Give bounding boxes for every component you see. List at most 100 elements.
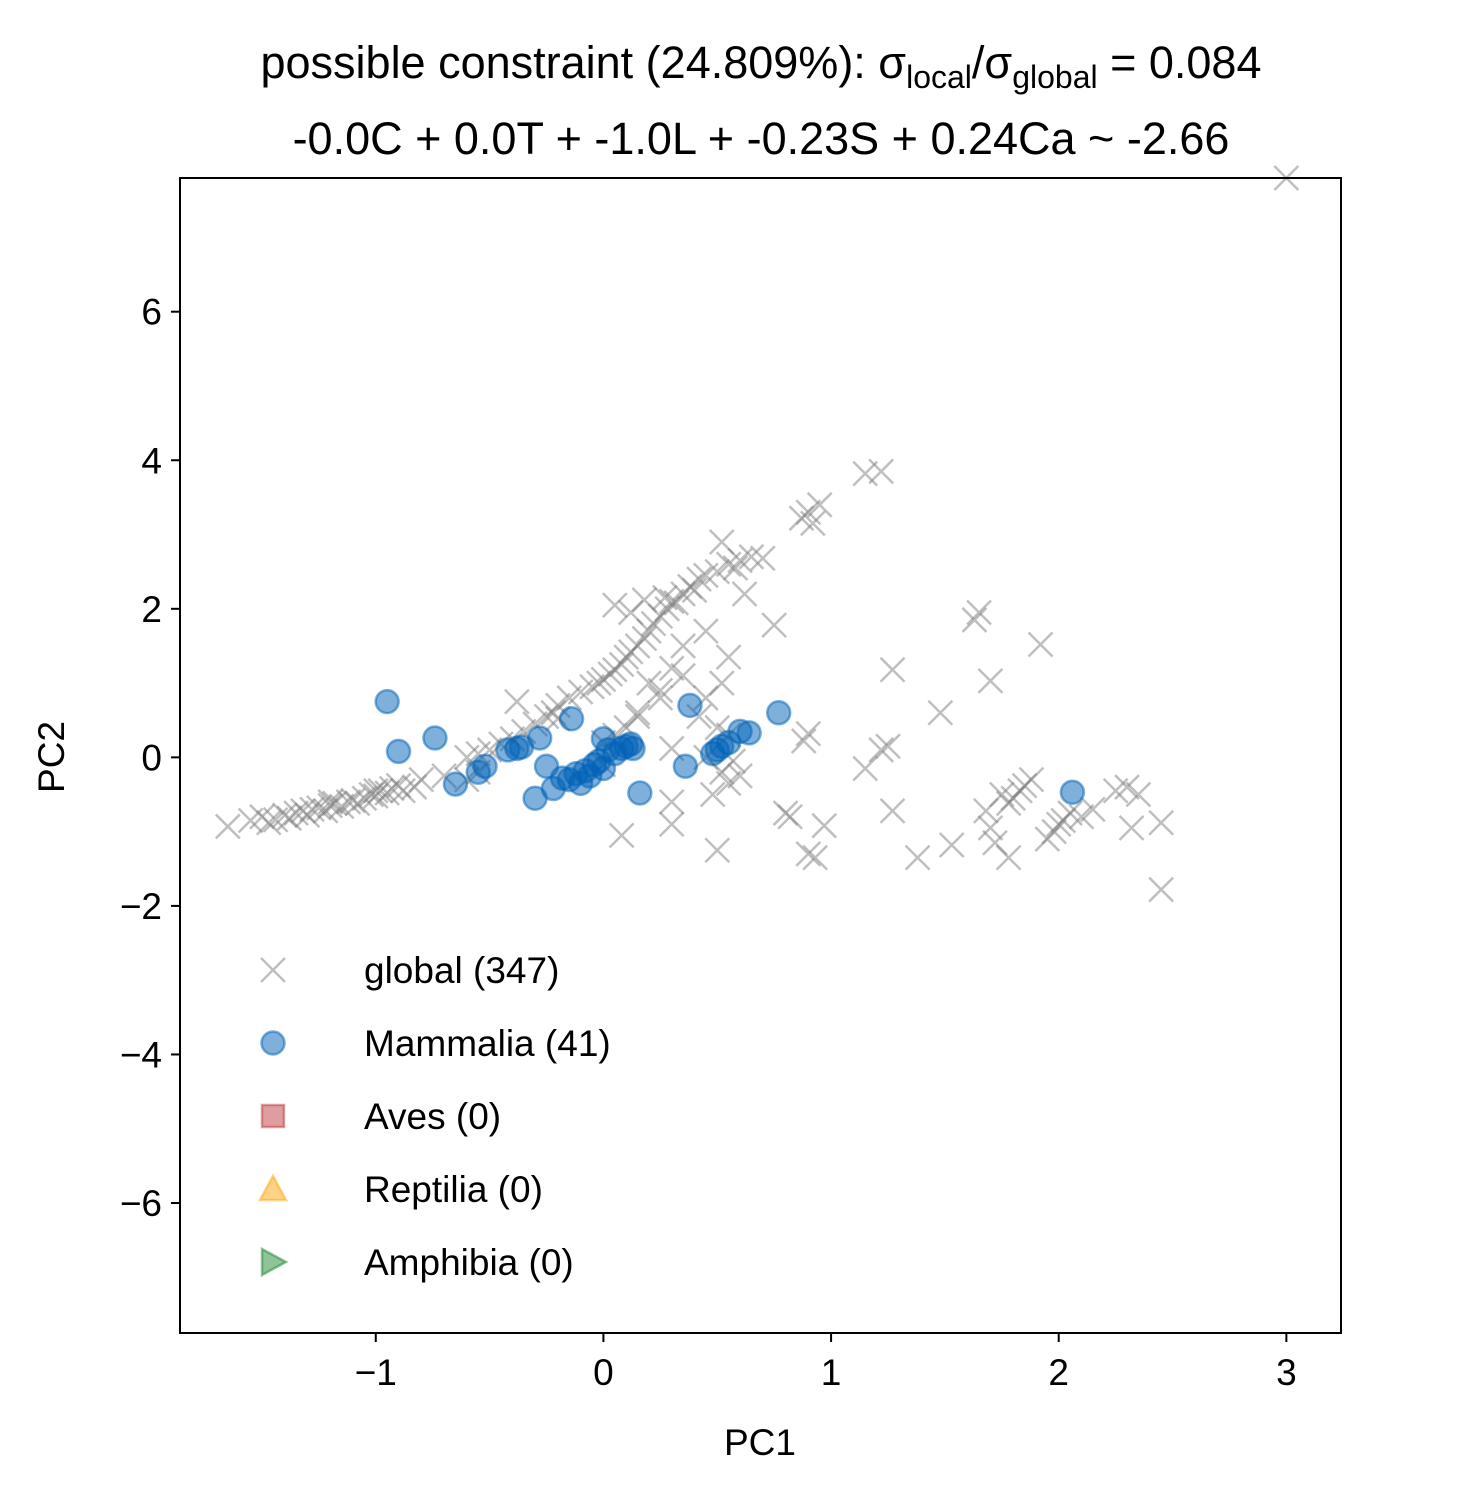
global-point xyxy=(351,785,378,812)
global-point xyxy=(601,592,628,618)
global-point xyxy=(408,766,435,793)
global-point xyxy=(799,510,826,537)
chart-title-line2: -0.0C + 0.0T + -1.0L + -0.23S + 0.24Ca ~… xyxy=(293,113,1230,164)
global-point xyxy=(1079,796,1106,823)
global-point xyxy=(868,737,895,763)
global-point xyxy=(670,633,696,659)
mammalia-point xyxy=(472,753,498,780)
mammalia-point xyxy=(765,700,792,726)
global-point xyxy=(806,491,833,518)
legend-reptilia-marker xyxy=(257,1173,289,1202)
mammalia-point xyxy=(620,735,646,762)
global-point xyxy=(1114,774,1140,800)
global-point xyxy=(852,755,879,782)
global-point xyxy=(961,607,988,633)
global-point xyxy=(802,844,829,871)
chart-title-line1: possible constraint (24.809%): σlocal/σg… xyxy=(260,37,1261,95)
global-point xyxy=(938,832,965,858)
global-point xyxy=(1118,815,1145,841)
global-point xyxy=(335,789,362,815)
global-point xyxy=(608,651,635,678)
global-point xyxy=(658,811,685,838)
global-point xyxy=(362,777,389,804)
global-point xyxy=(692,618,719,644)
global-point xyxy=(749,545,776,572)
global-point xyxy=(1027,631,1054,658)
x-axis-ticks: −1 0 1 2 3 xyxy=(355,1333,1297,1393)
x-tick-label: 2 xyxy=(1048,1352,1069,1393)
global-point xyxy=(1148,876,1175,903)
mammalia-point xyxy=(627,780,653,806)
x-tick-label: 1 xyxy=(821,1352,842,1393)
global-point xyxy=(966,599,992,626)
y-tick-label: 4 xyxy=(141,440,162,481)
global-point xyxy=(731,581,758,607)
global-point xyxy=(790,728,817,754)
global-point xyxy=(704,837,731,864)
global-point xyxy=(811,812,838,839)
global-point xyxy=(875,733,901,760)
global-point xyxy=(927,699,954,726)
mammalia-point xyxy=(385,738,412,765)
global-point xyxy=(378,775,405,802)
x-tick-label: 0 xyxy=(593,1352,614,1393)
global-point xyxy=(631,625,658,652)
global-point xyxy=(722,555,749,581)
global-point xyxy=(715,770,742,797)
mammalia-point xyxy=(558,705,585,732)
legend-amphibia-marker xyxy=(260,1246,289,1278)
global-point xyxy=(214,813,241,840)
mammalia-point xyxy=(677,692,703,719)
global-point xyxy=(738,543,765,570)
legend-aves-marker xyxy=(260,1103,286,1129)
global-point xyxy=(608,822,635,849)
global-point xyxy=(727,763,753,789)
global-point xyxy=(879,797,906,824)
global-point xyxy=(777,803,803,830)
global-point xyxy=(647,677,674,704)
global-point xyxy=(1148,809,1175,836)
global-point xyxy=(631,587,658,613)
x-axis-label: PC1 xyxy=(724,1422,796,1463)
global-point xyxy=(504,688,530,715)
mammalia-point xyxy=(1059,779,1086,806)
global-point xyxy=(1125,781,1152,808)
mammalia-point xyxy=(526,725,553,751)
global-point xyxy=(255,809,282,836)
global-point xyxy=(658,655,685,682)
x-tick-label: 3 xyxy=(1276,1352,1297,1393)
global-point xyxy=(658,588,685,615)
global-point xyxy=(1018,766,1045,793)
legend-global-marker xyxy=(260,957,286,983)
legend-mammalia-marker xyxy=(260,1030,286,1056)
plot-markers xyxy=(214,165,1300,903)
global-point xyxy=(317,789,344,815)
global-point xyxy=(995,844,1022,871)
global-point xyxy=(904,844,931,871)
global-point xyxy=(579,673,605,700)
global-point xyxy=(977,667,1004,694)
mammalia-point xyxy=(672,753,699,780)
mammalia-point xyxy=(422,725,448,751)
global-point xyxy=(879,656,906,683)
plot-frame xyxy=(179,177,1342,1334)
mammalia-point xyxy=(442,771,469,797)
global-point xyxy=(283,800,309,826)
y-tick-label: 6 xyxy=(141,292,162,333)
global-point xyxy=(367,777,394,804)
y-tick-label: −4 xyxy=(120,1034,162,1075)
global-point xyxy=(977,815,1004,841)
global-point xyxy=(658,789,685,815)
y-axis-label: PC2 xyxy=(31,721,72,793)
global-point xyxy=(647,685,674,711)
legend-mammalia-label: Mammalia (41) xyxy=(364,1023,611,1064)
global-point xyxy=(1041,818,1068,845)
legend-amphibia-label: Amphibia (0) xyxy=(364,1242,574,1283)
global-point xyxy=(761,612,788,639)
mammalia-point xyxy=(736,720,762,746)
legend-reptilia-label: Reptilia (0) xyxy=(364,1169,543,1210)
global-point xyxy=(795,720,822,747)
y-tick-label: −2 xyxy=(120,886,162,927)
global-point xyxy=(636,670,662,696)
